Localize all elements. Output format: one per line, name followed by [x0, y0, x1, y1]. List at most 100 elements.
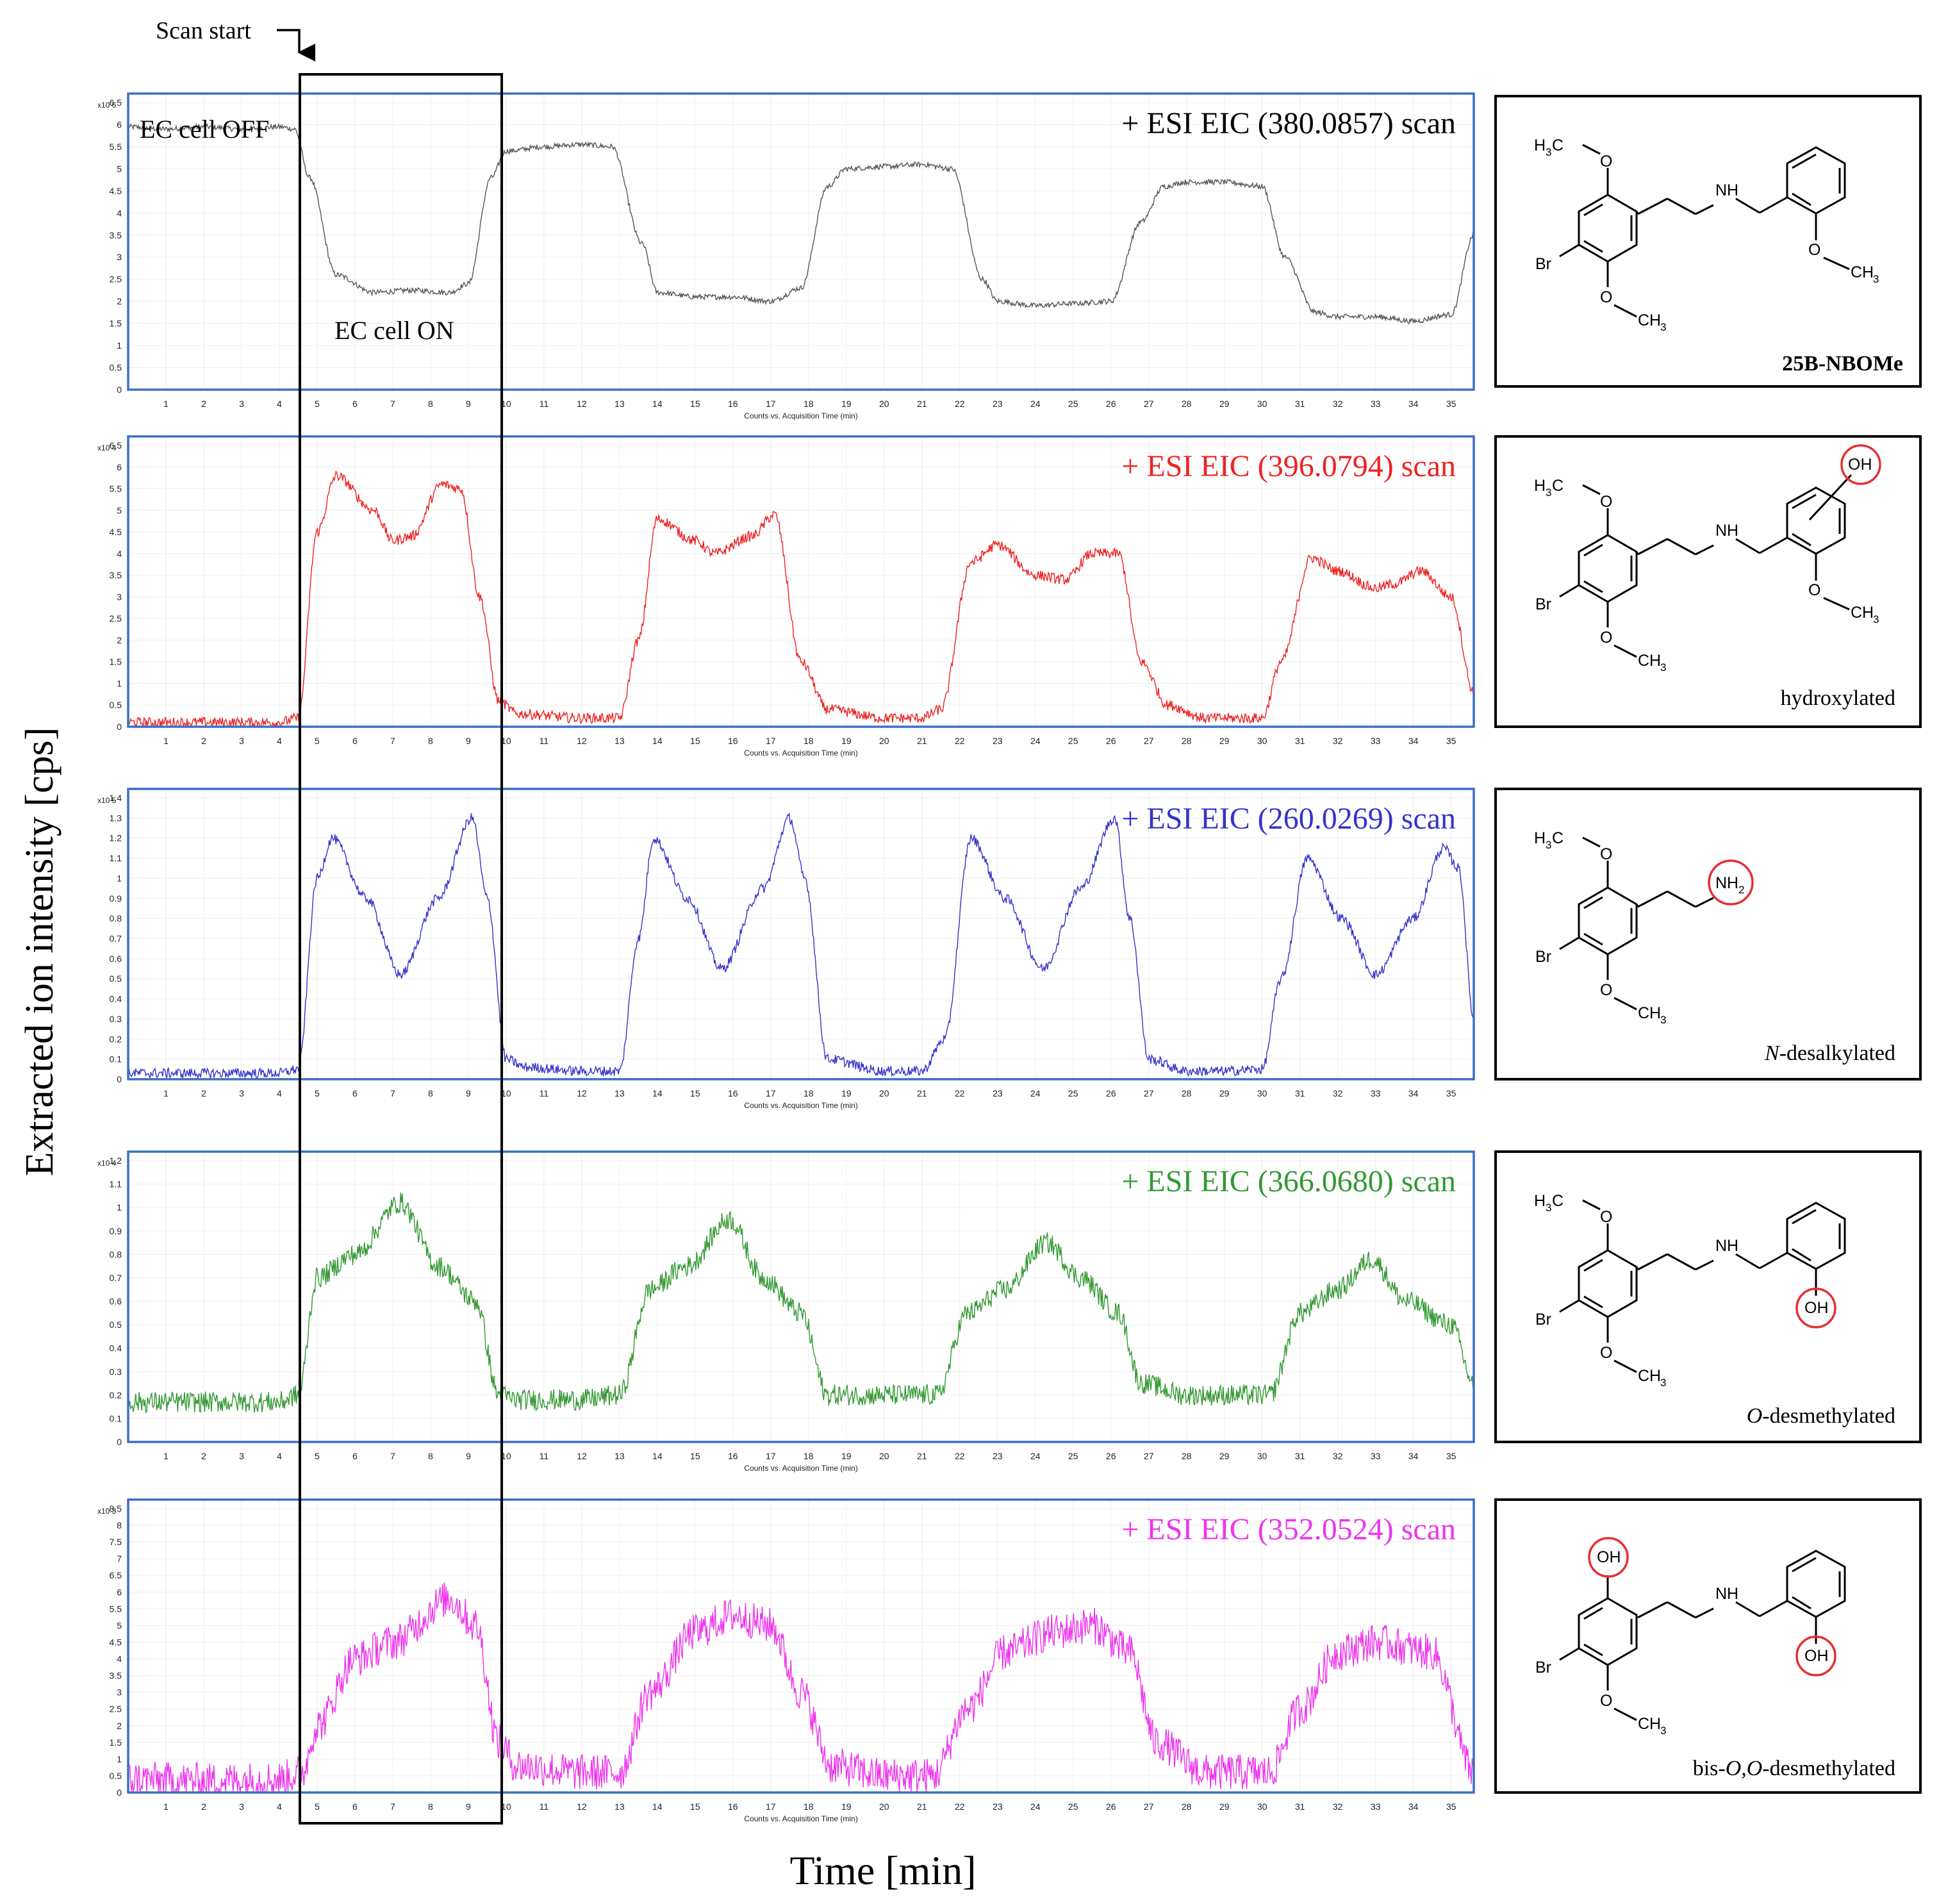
x-tick-label: 15: [690, 1801, 700, 1812]
x-tick-label: 33: [1371, 1451, 1381, 1461]
y-exponent-label: x10 4: [97, 1159, 117, 1168]
y-tick-label: 1: [117, 678, 122, 688]
x-tick-label: 21: [917, 399, 927, 409]
x-tick-label: 22: [955, 1088, 965, 1098]
y-tick-label: 3.5: [110, 230, 122, 240]
y-tick-label: 0.5: [110, 363, 122, 373]
x-axis-label: Time [min]: [790, 1848, 977, 1893]
x-tick-label: 29: [1219, 1801, 1230, 1812]
x-tick-label: 9: [466, 1088, 471, 1098]
y-tick-label: 0.2: [110, 1034, 122, 1044]
x-tick-label: 16: [728, 1801, 738, 1812]
y-tick-label: 0.3: [110, 1366, 122, 1377]
x-tick-label: 18: [804, 399, 814, 409]
x-tick-label: 25: [1068, 736, 1078, 746]
x-tick-label: 19: [841, 1451, 852, 1461]
x-tick-label: 17: [766, 399, 776, 409]
x-tick-label: 9: [466, 1451, 471, 1461]
x-tick-label: 9: [466, 399, 471, 409]
x-tick-label: 24: [1030, 1088, 1041, 1098]
y-tick-label: 4: [117, 208, 122, 218]
x-tick-label: 14: [652, 1088, 663, 1098]
x-tick-label: 2: [201, 1801, 206, 1812]
plot-frame: [127, 435, 1475, 728]
scan-start-arrow: [277, 29, 316, 62]
y-tick-label: 1.5: [110, 1737, 122, 1748]
y-tick-label: 0.3: [110, 1014, 122, 1024]
x-tick-label: 31: [1295, 1088, 1305, 1098]
y-tick-label: 1.4: [110, 793, 122, 803]
x-tick-label: 28: [1182, 1451, 1192, 1461]
scan-start-label: Scan start: [156, 17, 251, 44]
x-tick-label: 23: [993, 1451, 1003, 1461]
chart-title: + ESI EIC (352.0524) scan: [1121, 1512, 1456, 1546]
x-tick-label: 10: [501, 399, 511, 409]
x-tick-label: 30: [1257, 736, 1267, 746]
x-tick-label: 33: [1371, 736, 1381, 746]
y-tick-label: 1: [117, 1202, 122, 1213]
y-tick-label: 1.5: [110, 657, 122, 667]
y-tick-label: 6: [117, 462, 122, 472]
x-tick-label: 14: [652, 736, 663, 746]
x-tick-label: 5: [315, 1451, 320, 1461]
y-tick-label: 3.5: [110, 570, 122, 581]
x-tick-label: 13: [615, 1088, 625, 1098]
y-exponent-label: x10 5: [97, 796, 117, 805]
y-tick-label: 1.1: [110, 1179, 122, 1189]
x-tick-label: 21: [917, 736, 927, 746]
y-tick-label: 0.1: [110, 1413, 122, 1423]
x-tick-label: 6: [352, 1088, 358, 1098]
x-axis-caption: Counts vs. Acquisition Time (min): [744, 1101, 857, 1110]
y-tick-label: 4: [117, 549, 122, 559]
x-tick-label: 34: [1408, 1451, 1419, 1461]
x-tick-label: 27: [1144, 399, 1154, 409]
y-tick-label: 1: [117, 340, 122, 351]
x-tick-label: 11: [540, 1801, 549, 1812]
y-tick-label: 2: [117, 296, 122, 306]
svg-text:NH: NH: [1715, 181, 1738, 199]
svg-text:OH: OH: [1804, 1299, 1829, 1317]
x-tick-label: 20: [879, 1801, 889, 1812]
series-line: [128, 122, 1474, 325]
molecule-n-desalkylated: NH 2: [1533, 828, 1754, 1027]
ec-off-label: EC cell OFF: [140, 115, 269, 144]
x-tick-label: 11: [540, 399, 549, 409]
x-tick-label: 28: [1182, 399, 1192, 409]
x-tick-label: 8: [428, 399, 433, 409]
y-tick-label: 3: [117, 1687, 122, 1698]
y-exponent-label: x10 6: [97, 101, 117, 110]
x-tick-label: 22: [955, 736, 965, 746]
chart-title: + ESI EIC (380.0857) scan: [1121, 106, 1456, 140]
x-tick-label: 22: [955, 399, 965, 409]
y-tick-label: 4.5: [110, 1637, 122, 1647]
x-tick-label: 29: [1219, 1451, 1230, 1461]
y-tick-label: 7.5: [110, 1537, 122, 1547]
x-tick-label: 20: [879, 1451, 889, 1461]
plot-frame: [127, 1498, 1475, 1794]
x-tick-label: 20: [879, 399, 889, 409]
x-tick-label: 27: [1144, 1801, 1154, 1812]
x-tick-label: 3: [239, 1088, 244, 1098]
y-tick-label: 5: [117, 163, 122, 174]
y-tick-label: 0.7: [110, 934, 122, 944]
x-tick-label: 16: [728, 736, 738, 746]
x-tick-label: 4: [277, 1088, 282, 1098]
svg-text:OH: OH: [1848, 456, 1872, 474]
highlight-circle: [1795, 1287, 1836, 1329]
x-axis-caption: Counts vs. Acquisition Time (min): [744, 1814, 857, 1823]
plot-frame: [127, 788, 1475, 1080]
x-tick-label: 5: [315, 736, 320, 746]
svg-text:3: 3: [1873, 613, 1879, 625]
x-tick-label: 34: [1408, 1088, 1419, 1098]
x-tick-label: 10: [501, 1451, 511, 1461]
structure-label-5: bis-O,O-desmethylated: [1693, 1757, 1895, 1780]
x-tick-label: 7: [390, 1088, 395, 1098]
x-tick-label: 1: [163, 1088, 169, 1098]
x-tick-label: 3: [239, 1451, 244, 1461]
structure-box-1: NH O CH3 25B-NBOMe: [1494, 95, 1922, 388]
x-tick-label: 6: [352, 399, 358, 409]
molecule-hydroxylated: NH OH O CH3: [1533, 444, 1881, 675]
